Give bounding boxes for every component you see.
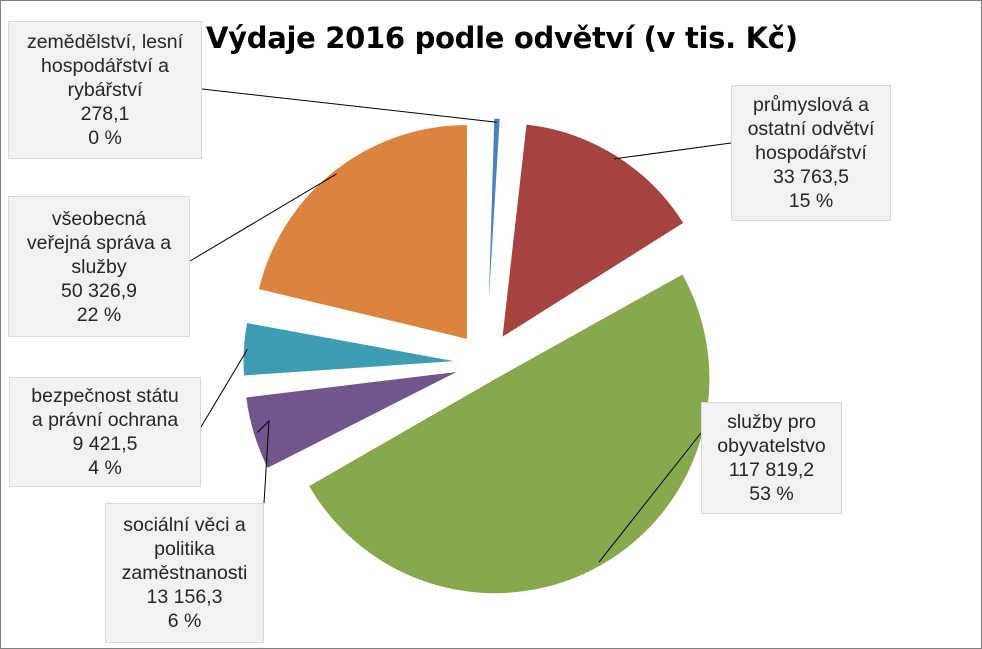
data-label-zemedelstvi: zemědělství, lesní hospodářství a rybářstv… [8, 21, 202, 159]
data-label-category-line: hospodářství a [41, 55, 169, 77]
data-label-sluzby-obyvatelstvo: služby pro obyvatelstvo 117 819,2 53 % [701, 402, 842, 514]
pie-slice-zemedelstvi [486, 117, 501, 334]
data-label-percent: 15 % [788, 190, 834, 212]
data-label-category-line: zaměstnanosti [121, 562, 248, 584]
data-label-value: 117 819,2 [728, 459, 815, 481]
pie-slice-bezpecnost [242, 321, 459, 377]
pie-slice-prumysl [501, 123, 685, 339]
data-label-category-line: zemědělství, lesní [26, 31, 184, 53]
data-label-percent: 4 % [88, 457, 122, 479]
chart-title: Výdaje 2016 podle odvětví (v tis. Kč) [206, 21, 798, 55]
data-label-percent: 6 % [167, 610, 202, 632]
data-label-category-line: ostatní odvětví [747, 118, 875, 140]
data-label-bezpecnost: bezpečnost státu a právní ochrana 9 421,5 4… [9, 377, 201, 487]
data-label-socialni-veci: sociální věci a politika zaměstnanosti 13 1… [105, 503, 264, 643]
leader-line-zemedelstvi [201, 88, 497, 123]
data-label-value: 33 763,5 [773, 166, 849, 188]
leader-line-prumysl [614, 142, 732, 160]
leader-line-bezpecnost [200, 349, 248, 428]
data-label-category-line: služby [71, 255, 127, 278]
data-label-percent: 22 % [76, 303, 122, 326]
data-label-percent: 53 % [749, 483, 794, 505]
data-label-category-line: a právní ochrana [31, 409, 179, 431]
leader-line-verejna-sprava [189, 173, 337, 262]
data-label-value: 278,1 [80, 103, 130, 125]
data-label-verejna-sprava: všeobecná veřejná správa a služby 50 326,9 2… [8, 196, 190, 337]
pie-slice-socialni-veci [245, 370, 460, 470]
data-label-value: 9 421,5 [72, 433, 138, 455]
data-label-category-line: politika [154, 538, 215, 560]
data-label-value: 13 156,3 [146, 586, 223, 608]
data-label-percent: 0 % [88, 127, 122, 149]
data-label-category-line: veřejná správa a [26, 231, 172, 254]
leader-line-sluzby-obyvatelstvo [598, 432, 702, 563]
data-label-category-line: rybářství [67, 79, 143, 101]
data-label-category-line: obyvatelstvo [717, 435, 826, 457]
pie-slice-sluzby-obyvatelstvo [307, 273, 711, 595]
data-label-category-line: služby pro [727, 411, 816, 433]
data-label-category-line: sociální věci a [123, 514, 246, 536]
data-label-category-line: průmyslová a [753, 94, 869, 116]
data-label-category-line: bezpečnost státu [31, 385, 179, 407]
data-label-category-line: všeobecná [51, 207, 147, 230]
data-label-category-line: hospodářství [755, 142, 867, 164]
data-label-prumysl: průmyslová a ostatní odvětví hospodářství 3… [731, 85, 891, 221]
leader-line-socialni-veci [256, 419, 270, 504]
pie-slice-verejna-sprava [257, 123, 468, 341]
data-label-value: 50 326,9 [61, 279, 137, 302]
